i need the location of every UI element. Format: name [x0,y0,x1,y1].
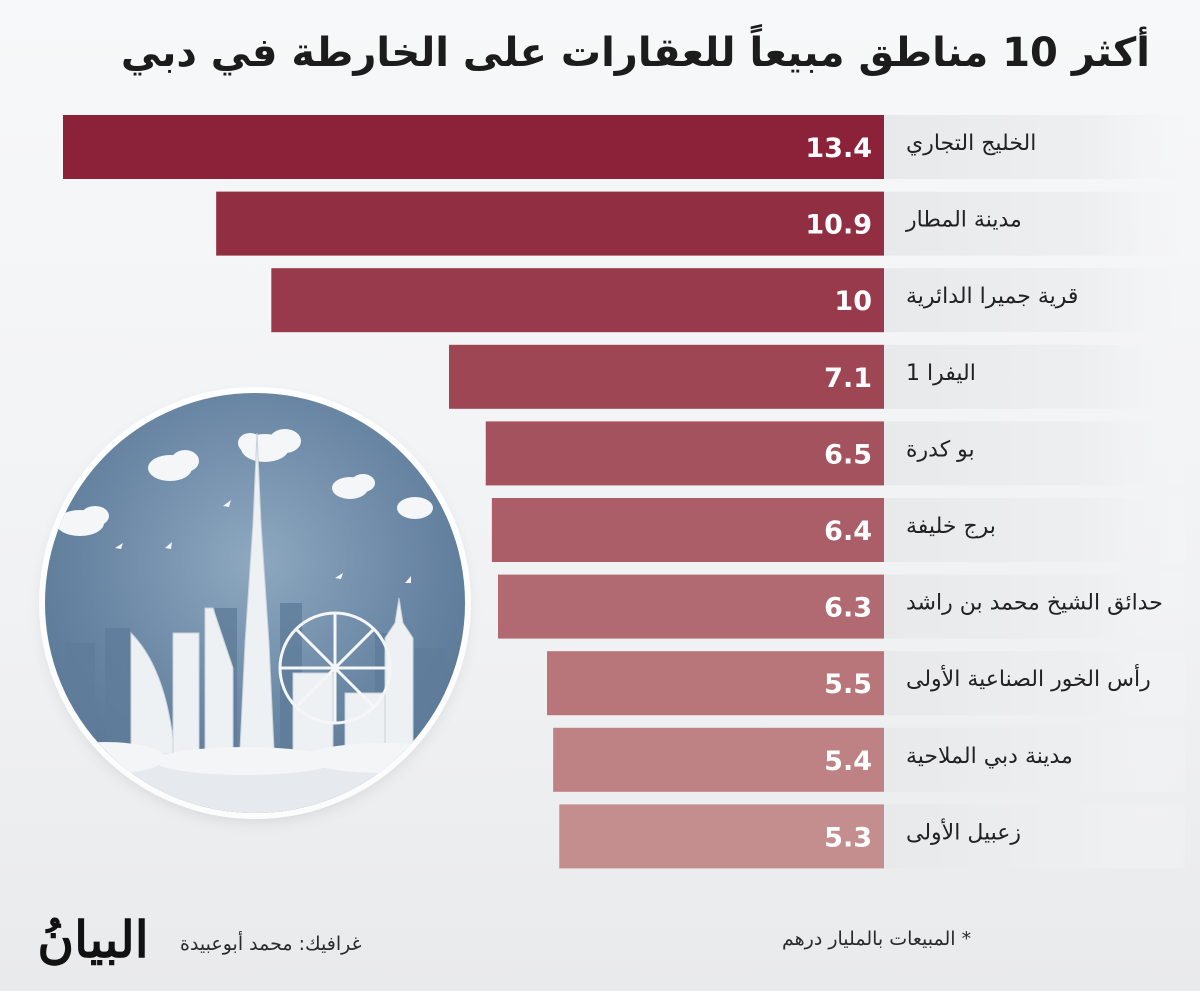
value-label: 10 [834,286,872,317]
label-band [884,651,1185,716]
bar [216,191,885,256]
bar [553,727,884,792]
category-label: بو كدرة [906,437,975,462]
ferris-wheel-icon [278,611,392,725]
bar [547,651,884,716]
bar [491,498,884,562]
label-band [884,268,1185,333]
bar-row: 5.3 زعبيل الأولى [559,804,1185,869]
cloud-icon [56,429,433,536]
bar [559,804,884,869]
label-band [884,574,1185,639]
category-label: مدينة المطار [905,208,1022,233]
category-label: الخليج التجاري [906,131,1036,156]
category-label: حدائق الشيخ محمد بن راشد [906,591,1163,616]
value-label: 6.4 [824,516,872,547]
bar-row: 6.4 برج خليفة [491,498,1185,562]
category-label: برج خليفة [906,514,996,539]
value-label: 5.5 [824,669,872,700]
bar [485,421,884,486]
al-bayan-logo: البيانُ [37,910,149,969]
unit-note: * المبيعات بالمليار درهم [782,928,972,950]
bar-row: 10 قرية جميرا الدائرية [271,268,1185,333]
label-band [884,498,1185,562]
label-band [884,804,1185,869]
bar [63,115,884,179]
label-band [884,115,1185,179]
value-label: 7.1 [824,363,872,394]
value-label: 5.4 [824,746,872,777]
bar-row: 5.4 مدينة دبي الملاحية [553,727,1185,792]
bar [448,344,884,409]
category-label: مدينة دبي الملاحية [906,744,1073,769]
category-label: زعبيل الأولى [906,818,1021,845]
bird-icon [115,500,411,583]
graphic-credit: غرافيك: محمد أبوعبيدة [180,933,362,955]
label-band [884,727,1185,792]
label-band [884,191,1185,256]
value-label: 13.4 [805,133,872,164]
bar-row: 13.4 الخليج التجاري [63,115,1185,179]
category-label: رأس الخور الصناعية الأولى [906,664,1151,692]
bar [271,268,884,333]
bar-row: 6.3 حدائق الشيخ محمد بن راشد [498,574,1185,639]
chart-title: أكثر 10 مناطق مبيعاً للعقارات على الخارط… [120,30,1151,76]
value-label: 6.5 [824,439,872,470]
category-label: قرية جميرا الدائرية [906,284,1078,309]
label-band [884,421,1185,486]
bar [498,574,884,639]
bar-row: 5.5 رأس الخور الصناعية الأولى [547,651,1185,716]
value-label: 5.3 [824,822,872,853]
bar-row: 10.9 مدينة المطار [216,191,1185,256]
value-label: 6.3 [824,593,872,624]
bar-row: 6.5 بو كدرة [485,421,1185,486]
value-label: 10.9 [805,210,872,241]
bar-row: 7.1 اليفرا 1 [448,344,1185,409]
category-label: اليفرا 1 [906,361,976,386]
label-band [884,344,1185,409]
